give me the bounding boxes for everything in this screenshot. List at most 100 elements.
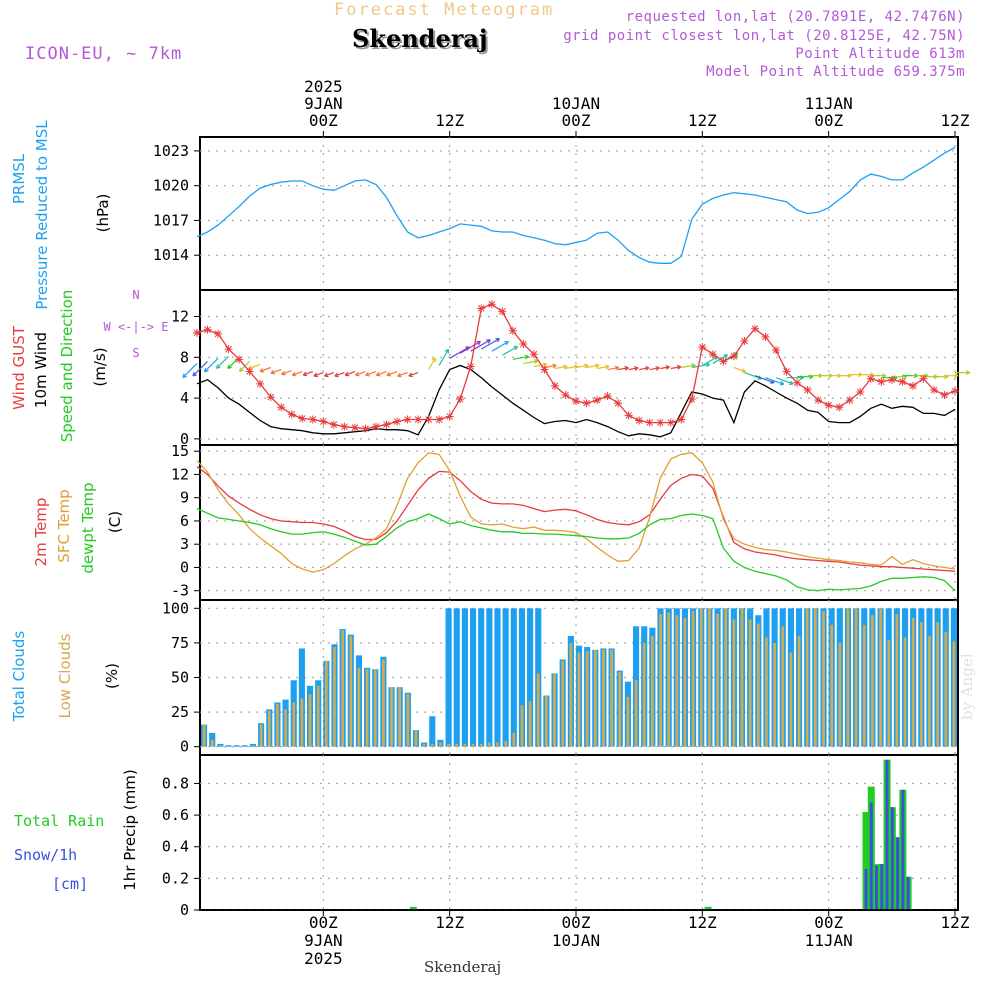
total-cloud-bar bbox=[510, 608, 517, 747]
gust-marker bbox=[951, 386, 959, 395]
gust-marker bbox=[877, 377, 886, 386]
wind-ytick-label: 12 bbox=[171, 308, 189, 326]
gust-label: Wind GUST bbox=[10, 325, 28, 410]
low-cloud-bar bbox=[487, 742, 491, 747]
gust-marker bbox=[214, 329, 223, 338]
sfc-label: SFC Temp bbox=[55, 489, 73, 562]
low-cloud-bar bbox=[365, 669, 369, 747]
total-cloud-bar bbox=[445, 608, 452, 747]
wind-arrow bbox=[270, 368, 282, 375]
gust-marker bbox=[572, 397, 580, 406]
temperature-ytick-label: 9 bbox=[180, 489, 189, 507]
pressure-label-2: Pressure Reduced to MSL bbox=[33, 120, 51, 310]
low-cloud-bar bbox=[773, 642, 776, 747]
gust-marker bbox=[424, 415, 433, 424]
wind-arrow bbox=[182, 362, 198, 378]
gust-marker bbox=[245, 367, 254, 376]
gust-marker bbox=[371, 422, 380, 431]
low-cloud-bar bbox=[577, 652, 581, 747]
gust-marker bbox=[929, 385, 938, 394]
gust-marker bbox=[456, 395, 465, 404]
pressure-ytick-label: 1014 bbox=[153, 246, 189, 264]
low-cloud-bar bbox=[838, 642, 842, 747]
precip-ytick-label: 0 bbox=[180, 901, 189, 919]
low-cloud-bar bbox=[610, 649, 613, 747]
temp-line bbox=[196, 452, 956, 573]
low-cloud-bar bbox=[528, 701, 532, 747]
snow-bar bbox=[864, 868, 868, 910]
low-cloud-bar bbox=[341, 630, 344, 747]
low-cloud-bar bbox=[846, 608, 850, 747]
total-cloud-bar bbox=[518, 608, 526, 747]
wind-ytick-label: 8 bbox=[180, 348, 189, 366]
gust-marker bbox=[729, 352, 738, 361]
low-cloud-bar bbox=[683, 617, 687, 747]
gust-marker bbox=[887, 375, 896, 384]
time-bottom-label: 00Z bbox=[814, 913, 843, 932]
time-top-label: 12Z bbox=[941, 111, 970, 130]
wind-arrow bbox=[324, 372, 335, 378]
precip-bars bbox=[200, 759, 958, 911]
snow-unit-label: [cm] bbox=[52, 875, 88, 893]
gust-marker bbox=[635, 416, 644, 425]
wind-arrow bbox=[397, 372, 408, 378]
time-top-label: 2025 bbox=[304, 77, 343, 96]
low-cloud-bar bbox=[382, 659, 385, 747]
low-cloud-bar bbox=[504, 741, 507, 747]
gust-marker bbox=[340, 422, 349, 431]
low-cloud-bar bbox=[259, 724, 263, 747]
gust-marker bbox=[435, 415, 444, 424]
pressure-frame bbox=[199, 136, 959, 291]
wind-arrow bbox=[639, 365, 650, 371]
wind-arrow bbox=[944, 373, 959, 379]
pressure-panel: 1014 1017 1020 1023 bbox=[153, 136, 959, 291]
gust-marker bbox=[919, 374, 928, 383]
time-bottom-label: 00Z bbox=[562, 913, 591, 932]
wind-arrow bbox=[480, 338, 500, 350]
point-altitude: Point Altitude 613m bbox=[795, 46, 965, 62]
low-cloud-bar bbox=[284, 709, 287, 747]
gust-marker bbox=[708, 350, 717, 359]
low-cloud-bar bbox=[545, 695, 548, 747]
temperature-ytick-label: 15 bbox=[171, 442, 189, 460]
low-cloud-bar bbox=[756, 623, 760, 747]
time-bottom-label: 12Z bbox=[435, 913, 464, 932]
low-cloud-bar bbox=[308, 694, 312, 747]
low-cloud-bar bbox=[708, 608, 711, 747]
precip-ytick-label: 0.4 bbox=[162, 838, 189, 856]
gust-marker bbox=[487, 300, 496, 309]
gust-marker bbox=[856, 387, 865, 396]
low-cloud-bar bbox=[316, 685, 320, 747]
wind-arrow bbox=[649, 365, 660, 371]
low-cloud-bar bbox=[219, 745, 222, 747]
low-cloud-bar bbox=[797, 635, 801, 747]
total-cloud-bar bbox=[486, 608, 493, 747]
gust-marker bbox=[477, 304, 486, 313]
gust-marker bbox=[561, 391, 570, 400]
low-cloud-bar bbox=[699, 608, 703, 747]
low-cloud-bar bbox=[324, 660, 328, 747]
low-cloud-bar bbox=[512, 732, 516, 747]
pressure-line bbox=[196, 146, 956, 264]
precip-ytick-label: 0.8 bbox=[162, 774, 189, 792]
wind-arrow bbox=[302, 371, 314, 377]
gust-marker bbox=[782, 367, 791, 376]
temp-line bbox=[196, 508, 956, 592]
wind-arrow bbox=[313, 372, 324, 378]
low-cloud-bar bbox=[814, 608, 817, 747]
time-bottom-label: 11JAN bbox=[805, 931, 853, 950]
gust-marker bbox=[361, 424, 370, 433]
gust-marker bbox=[540, 365, 549, 374]
model-altitude: Model Point Altitude 659.375m bbox=[706, 64, 965, 80]
wind-arrow bbox=[586, 363, 600, 369]
precip-unit: 1hr Precip (mm) bbox=[121, 769, 139, 890]
snow-label: Snow/1h bbox=[14, 846, 77, 864]
low-cloud-bar bbox=[210, 739, 214, 747]
wind-speed-line bbox=[196, 364, 956, 438]
low-cloud-bar bbox=[536, 673, 540, 747]
rain-bar bbox=[704, 906, 712, 910]
wind-ytick-label: 4 bbox=[180, 389, 189, 407]
total-cloud-bar bbox=[469, 608, 477, 747]
wind-arrow bbox=[459, 340, 481, 354]
gust-marker bbox=[698, 343, 707, 352]
